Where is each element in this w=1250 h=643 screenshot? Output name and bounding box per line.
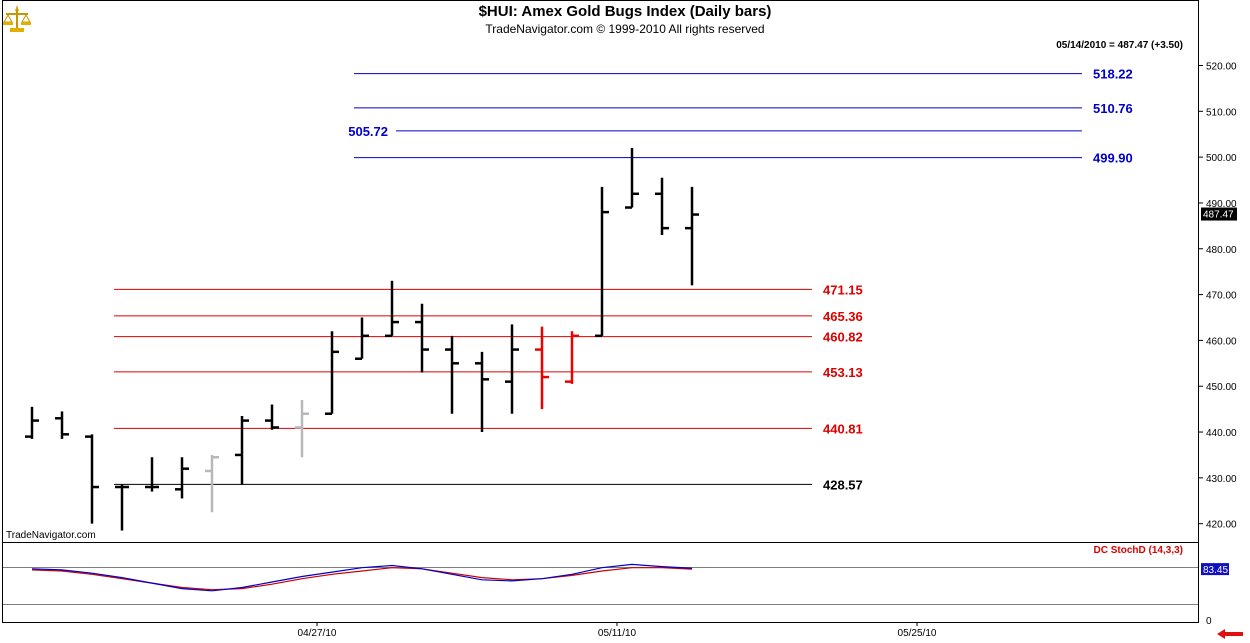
- ohlc-bar: [595, 186, 609, 338]
- ohlc-bar: [325, 331, 339, 415]
- ohlc-bar: [85, 434, 99, 524]
- ohlc-bar: [505, 324, 519, 414]
- y-tick-label: 490.00: [1206, 199, 1237, 210]
- x-tick-label: 05/25/10: [898, 628, 937, 639]
- y-tick-label: 510.00: [1206, 107, 1237, 118]
- level-label: 453.13: [823, 365, 863, 380]
- y-tick-label: 420.00: [1206, 520, 1237, 531]
- y-tick-label: 480.00: [1206, 245, 1237, 256]
- gold-scale-icon[interactable]: [2, 2, 32, 36]
- level-label: 460.82: [823, 330, 863, 345]
- ohlc-bar: [115, 484, 129, 531]
- ohlc-bar: [535, 326, 549, 410]
- ohlc-bar: [355, 317, 369, 360]
- last-value-readout: 05/14/2010 = 487.47 (+3.50): [1056, 40, 1183, 51]
- ohlc-bar: [445, 335, 459, 414]
- ohlc-bar: [295, 399, 309, 458]
- stoch-k-line: [31, 563, 693, 592]
- last-price-tag: [1201, 207, 1237, 221]
- level-label: 465.36: [823, 309, 863, 324]
- ohlc-bar: [205, 454, 219, 513]
- last-price-tag-label: 487.47: [1203, 210, 1234, 221]
- y-tick-label: 460.00: [1206, 336, 1237, 347]
- indicator-tick-label: 0: [1206, 616, 1212, 627]
- level-label: 510.76: [1093, 101, 1133, 116]
- x-tick-label: 04/27/10: [298, 628, 337, 639]
- chart-title: $HUI: Amex Gold Bugs Index (Daily bars): [478, 3, 772, 20]
- ohlc-bar: [415, 303, 429, 373]
- y-tick-label: 440.00: [1206, 428, 1237, 439]
- ohlc-bar: [385, 280, 399, 338]
- indicator-value-label: 83.45: [1203, 565, 1228, 576]
- ohlc-bar: [235, 416, 249, 485]
- scroll-left-arrow-icon[interactable]: [1216, 628, 1244, 640]
- x-tick-label: 05/11/10: [598, 628, 637, 639]
- y-tick-label: 450.00: [1206, 382, 1237, 393]
- ohlc-bar: [475, 351, 489, 433]
- ohlc-bar: [25, 406, 39, 439]
- ohlc-bar: [655, 177, 669, 236]
- indicator-value-tag: [1201, 563, 1229, 576]
- y-tick-label: 430.00: [1206, 474, 1237, 485]
- ohlc-bar: [145, 457, 159, 492]
- indicator-name: DC StochD (14,3,3): [1094, 545, 1183, 556]
- level-label: 471.15: [823, 282, 863, 297]
- watermark-text: TradeNavigator.com: [6, 530, 96, 541]
- level-label: 440.81: [823, 421, 863, 436]
- y-tick-label: 470.00: [1206, 291, 1237, 302]
- level-label: 505.72: [348, 124, 388, 139]
- ohlc-bar: [175, 457, 189, 499]
- plot-frame: [2, 0, 1199, 623]
- ohlc-bar: [565, 331, 579, 384]
- level-label: 428.57: [823, 477, 863, 492]
- level-label: 499.90: [1093, 151, 1133, 166]
- ohlc-bar: [265, 404, 279, 430]
- chart-subtitle: TradeNavigator.com © 1999-2010 All right…: [485, 22, 765, 36]
- level-label: 518.22: [1093, 67, 1133, 82]
- ohlc-bar: [685, 186, 699, 286]
- y-tick-label: 500.00: [1206, 153, 1237, 164]
- ohlc-bar: [55, 411, 69, 439]
- ohlc-bar: [625, 147, 639, 209]
- y-tick-label: 520.00: [1206, 61, 1237, 72]
